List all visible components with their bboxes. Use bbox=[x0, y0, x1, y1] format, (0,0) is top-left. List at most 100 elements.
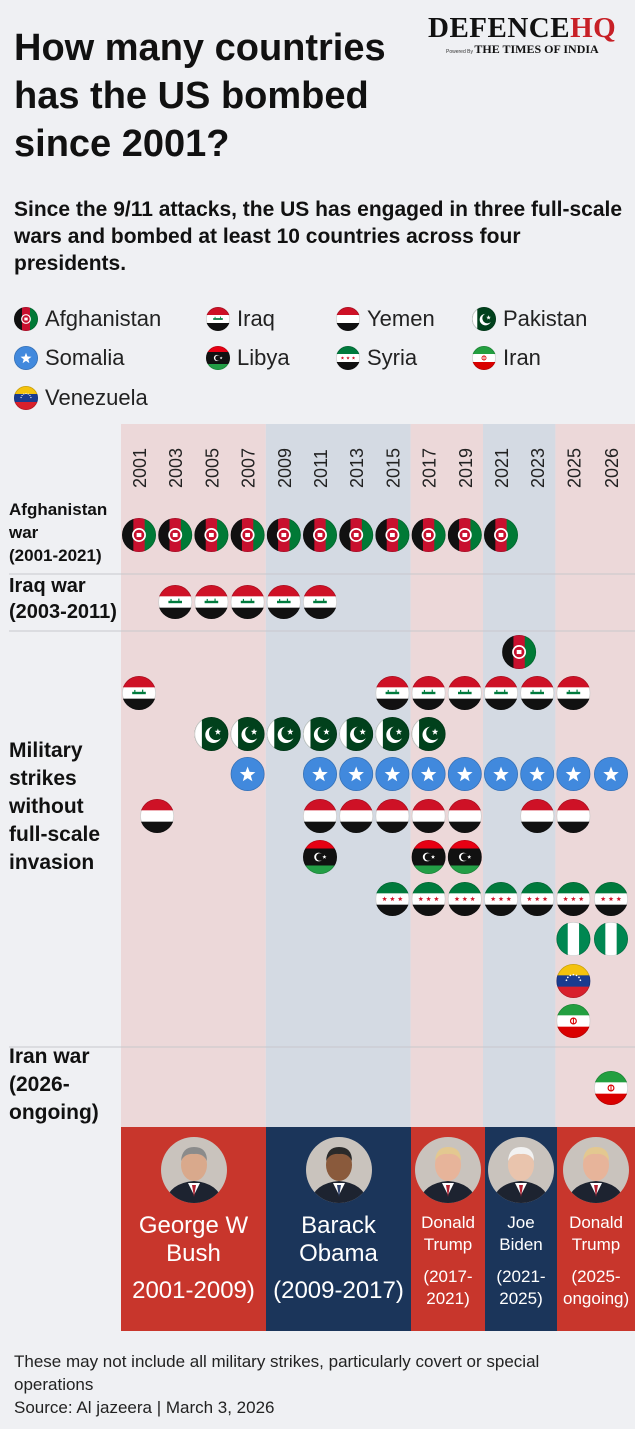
afghanistan-flag-icon bbox=[14, 307, 38, 331]
libya-flag-icon bbox=[206, 346, 230, 370]
president-name: Donald Trump bbox=[569, 1213, 623, 1254]
president-term: 2001-2009) bbox=[132, 1277, 255, 1304]
section-label-line: (2026- bbox=[9, 1073, 70, 1096]
flag-mark-nigeria-2026 bbox=[594, 922, 629, 957]
president-name: Donald Trump bbox=[421, 1213, 475, 1254]
flag-mark-pakistan-2017 bbox=[411, 717, 446, 752]
president-name: George W Bush bbox=[138, 1212, 249, 1267]
president-text: George W Bush 2001-2009) bbox=[121, 1212, 266, 1304]
flag-mark-afghanistan-2019 bbox=[447, 518, 482, 553]
section-label-line: (2001-2021) bbox=[9, 546, 102, 565]
flag-mark-iraq-2021 bbox=[483, 676, 518, 711]
x-tick-label: 2021 bbox=[492, 448, 512, 488]
logo-wordmark-right: HQ bbox=[570, 12, 617, 44]
flag-mark-iraq-2009 bbox=[266, 585, 301, 620]
syria-flag-icon bbox=[336, 346, 360, 370]
flag-mark-somalia-2015 bbox=[375, 757, 410, 792]
president-portrait-icon bbox=[488, 1137, 554, 1203]
flag-mark-afghanistan-2005 bbox=[194, 518, 229, 553]
section-label-line: Afghanistan bbox=[9, 500, 107, 519]
legend-label: Afghanistan bbox=[45, 306, 162, 331]
legend-label: Pakistan bbox=[503, 306, 588, 331]
flag-mark-syria-2017 bbox=[411, 882, 446, 917]
president-name: Joe Biden bbox=[499, 1213, 543, 1254]
x-tick-label: 2019 bbox=[456, 448, 476, 488]
flag-mark-iraq-2003 bbox=[158, 585, 193, 620]
flag-mark-syria-2019 bbox=[447, 882, 482, 917]
president-panel: Barack Obama (2009-2017) bbox=[266, 1127, 411, 1331]
x-tick-label: 2005 bbox=[202, 448, 222, 488]
legend-item-pakistan: Pakistan bbox=[472, 304, 587, 334]
legend-label: Somalia bbox=[45, 345, 125, 370]
section-label: Afghanistan war (2001-2021) bbox=[8, 500, 107, 565]
section-label-line: Iran war bbox=[9, 1045, 90, 1068]
flag-mark-somalia-2023 bbox=[520, 757, 555, 792]
president-panel: Donald Trump (2025-ongoing) bbox=[557, 1127, 635, 1331]
flag-mark-venezuela-2025 bbox=[556, 964, 591, 999]
footnote-note: These may not include all military strik… bbox=[14, 1352, 540, 1394]
legend-label: Venezuela bbox=[45, 385, 148, 410]
section-label-line: war bbox=[8, 523, 39, 542]
flag-mark-iran-2025 bbox=[556, 1004, 591, 1039]
president-term: (2009-2017) bbox=[273, 1277, 404, 1304]
president-text: Donald Trump (2025-ongoing) bbox=[557, 1212, 635, 1308]
flag-mark-pakistan-2009 bbox=[266, 717, 301, 752]
flag-mark-afghanistan-2015 bbox=[375, 518, 410, 553]
legend-label: Libya bbox=[237, 345, 290, 370]
legend-label: Iran bbox=[503, 345, 541, 370]
flag-mark-somalia-2013 bbox=[339, 757, 374, 792]
section-label: Iran war (2026- ongoing) bbox=[9, 1045, 99, 1124]
flag-mark-iraq-2007 bbox=[230, 585, 265, 620]
flag-mark-iraq-2005 bbox=[194, 585, 229, 620]
flag-mark-afghanistan-2017 bbox=[411, 518, 446, 553]
logo-powered-label: Powered By bbox=[446, 49, 473, 55]
flag-mark-syria-2015 bbox=[375, 882, 410, 917]
legend-label: Syria bbox=[367, 345, 418, 370]
logo-wordmark-left: DEFENCE bbox=[428, 12, 571, 44]
flag-mark-iraq-2015 bbox=[375, 676, 410, 711]
section-label: Military strikes without full-scale invasion bbox=[8, 739, 100, 874]
flag-mark-yemen-2019 bbox=[447, 799, 482, 834]
flag-mark-afghanistan-2021 bbox=[483, 518, 518, 553]
legend-label: Yemen bbox=[367, 306, 435, 331]
page-title: How many countries has the US bombed sin… bbox=[14, 27, 386, 165]
flag-mark-syria-2025 bbox=[556, 882, 591, 917]
footnote-source: Source: Al jazeera | March 3, 2026 bbox=[14, 1398, 275, 1417]
flag-mark-yemen-2025 bbox=[556, 799, 591, 834]
flag-mark-afghanistan-2007 bbox=[230, 518, 265, 553]
section-label-line: ongoing) bbox=[9, 1101, 99, 1124]
legend-item-afghanistan: Afghanistan bbox=[14, 304, 161, 334]
section-label-line: invasion bbox=[9, 851, 94, 874]
flag-mark-somalia-2025 bbox=[556, 757, 591, 792]
section-label-line: strikes bbox=[9, 767, 77, 790]
flag-mark-iraq-2025 bbox=[556, 676, 591, 711]
flag-mark-libya-2019 bbox=[447, 840, 482, 875]
flag-mark-pakistan-2015 bbox=[375, 717, 410, 752]
pakistan-flag-icon bbox=[472, 307, 496, 331]
flag-mark-iraq-2017 bbox=[411, 676, 446, 711]
x-tick-label: 2026 bbox=[602, 448, 622, 488]
flag-mark-somalia-2019 bbox=[447, 757, 482, 792]
legend-label: Iraq bbox=[237, 306, 275, 331]
legend-item-somalia: Somalia bbox=[14, 343, 124, 373]
legend-item-iran: Iran bbox=[472, 343, 541, 373]
flag-mark-afghanistan-2003 bbox=[158, 518, 193, 553]
president-name: Barack Obama bbox=[299, 1212, 378, 1267]
x-tick-label: 2003 bbox=[166, 448, 186, 488]
flag-mark-afghanistan-2009 bbox=[266, 518, 301, 553]
page-subtitle: Since the 9/11 attacks, the US has engag… bbox=[14, 198, 623, 275]
legend-item-libya: Libya bbox=[206, 343, 290, 373]
flag-mark-libya-2011 bbox=[302, 840, 337, 875]
president-portrait-icon bbox=[305, 1137, 372, 1203]
president-text: Joe Biden (2021-2025) bbox=[485, 1212, 557, 1308]
flag-mark-libya-2017 bbox=[411, 840, 446, 875]
flag-mark-somalia-2007 bbox=[230, 757, 265, 792]
president-text: Donald Trump (2017-2021) bbox=[411, 1212, 485, 1308]
flag-mark-yemen-2002 bbox=[140, 799, 175, 834]
president-panel: George W Bush 2001-2009) bbox=[121, 1127, 266, 1331]
section-label-line: full-scale bbox=[9, 823, 100, 846]
flag-mark-nigeria-2025 bbox=[556, 922, 591, 957]
x-tick-label: 2017 bbox=[420, 448, 440, 488]
x-tick-label: 2001 bbox=[130, 448, 150, 488]
